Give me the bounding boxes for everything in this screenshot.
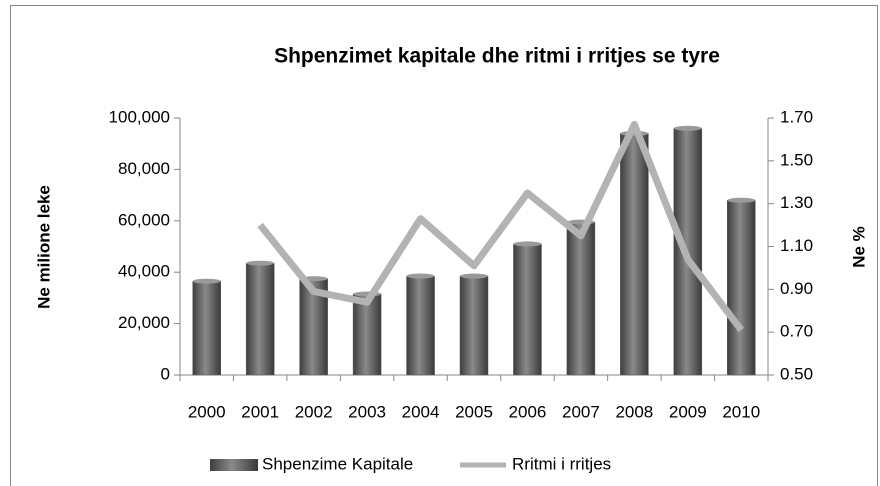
y-tick-label: 40,000 (118, 262, 170, 281)
y2-axis-label: Ne % (849, 226, 868, 268)
y2-tick-label: 0.90 (780, 279, 813, 298)
x-tick-label: 2001 (241, 402, 279, 421)
bar-top (513, 241, 542, 247)
bar-top (673, 125, 702, 131)
y2-tick-label: 1.10 (780, 236, 813, 255)
y2-tick-label: 1.50 (780, 150, 813, 169)
x-tick-label: 2008 (615, 402, 653, 421)
bar-top (246, 260, 275, 266)
x-tick-label: 2005 (455, 402, 493, 421)
y-tick-label: 0 (161, 364, 170, 383)
bar (513, 243, 542, 376)
bar-top (727, 197, 756, 203)
legend-swatch (210, 459, 258, 471)
y-tick-label: 80,000 (118, 159, 170, 178)
bar (406, 275, 435, 376)
bar (459, 275, 489, 376)
y-axis-label: Ne milione leke (34, 185, 53, 309)
y2-tick-label: 1.70 (780, 107, 813, 126)
y-tick-label: 20,000 (118, 313, 170, 332)
x-tick-label: 2002 (295, 402, 333, 421)
chart-title: Shpenzimet kapitale dhe ritmi i rritjes … (274, 45, 720, 68)
line-series (257, 120, 745, 333)
x-tick-label: 2009 (669, 402, 707, 421)
y2-tick-label: 1.30 (780, 193, 813, 212)
bar-top (192, 278, 221, 284)
x-tick-label: 2004 (402, 402, 440, 421)
x-tick-label: 2003 (348, 402, 386, 421)
bar (566, 221, 596, 376)
x-tick-label: 2006 (509, 402, 547, 421)
y2-tick-label: 0.70 (780, 322, 813, 341)
bar (727, 199, 756, 376)
x-tick-label: 2010 (722, 402, 760, 421)
bar (192, 280, 221, 376)
y-tick-label: 100,000 (109, 107, 170, 126)
x-tick-label: 2000 (188, 402, 226, 421)
legend-label: Rritmi i rritjes (512, 454, 611, 473)
bar (352, 293, 382, 376)
legend-label: Shpenzime Kapitale (262, 454, 413, 473)
bar (245, 262, 275, 376)
x-tick-label: 2007 (562, 402, 600, 421)
bar-top (406, 273, 435, 279)
bar-top (460, 273, 488, 279)
bar (620, 133, 649, 376)
y-tick-label: 60,000 (118, 210, 170, 229)
y2-tick-label: 0.50 (780, 364, 813, 383)
